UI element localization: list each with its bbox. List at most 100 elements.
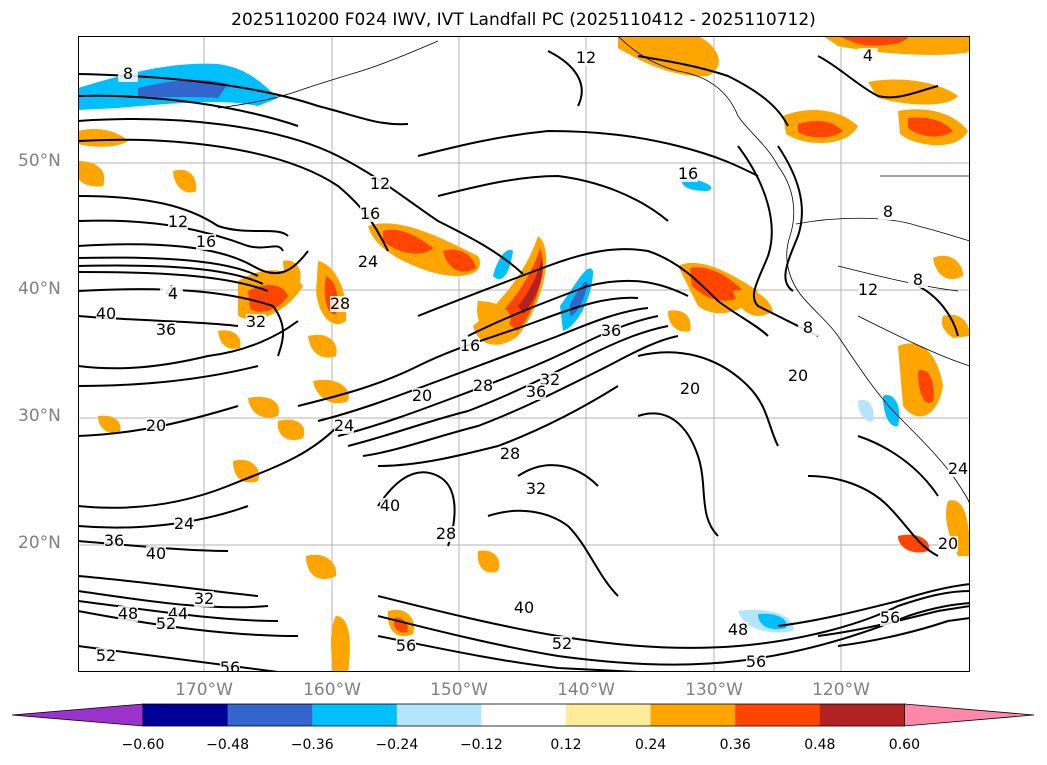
coastline <box>217 40 439 109</box>
contour-line <box>517 464 599 487</box>
colorbar-segment <box>396 704 482 726</box>
contour-line <box>547 50 583 107</box>
colorbar-tick-label: −0.24 <box>375 737 419 753</box>
contour-label: 4 <box>168 284 178 303</box>
contour-line <box>377 385 619 467</box>
contour-label-background <box>552 636 572 652</box>
contour-label: 56 <box>880 608 900 627</box>
lon-label-150w: 150°W <box>430 680 488 700</box>
contour-line <box>78 365 259 387</box>
contour-label-background <box>370 176 390 192</box>
positive-pc-region <box>838 36 908 46</box>
contour-label: 24 <box>358 252 378 271</box>
lat-label-40n: 40°N <box>18 279 61 299</box>
positive-pc-region <box>383 229 433 254</box>
contour-label: 12 <box>576 48 596 67</box>
contour-label: 40 <box>514 598 534 617</box>
contour-label: 56 <box>220 658 240 672</box>
positive-pc-region <box>313 379 349 404</box>
contour-line <box>637 351 779 447</box>
contour-label-background <box>146 418 166 434</box>
contour-label: 48 <box>728 620 748 639</box>
contour-label: 36 <box>601 321 621 340</box>
contour-label: 52 <box>96 646 116 665</box>
shaded-pc-field <box>78 36 970 672</box>
contour-label: 28 <box>330 294 350 313</box>
contour-line <box>637 412 719 537</box>
contour-label-background <box>360 206 380 222</box>
contour-label-background <box>858 48 878 64</box>
positive-pc-region <box>908 117 953 137</box>
contour-line <box>78 590 269 609</box>
contour-label-background <box>514 600 534 616</box>
contour-line <box>78 219 284 252</box>
contour-line <box>78 195 289 237</box>
contour-label: 32 <box>194 589 214 608</box>
contour-label: 8 <box>803 318 813 337</box>
colorbar-segment <box>312 704 398 726</box>
contour-label-background <box>601 323 621 339</box>
positive-pc-region <box>331 616 350 672</box>
positive-pc-region <box>668 310 691 332</box>
contour-label-background <box>96 648 116 664</box>
contour-label-background <box>163 286 183 302</box>
contour-line <box>917 285 959 337</box>
contour-line <box>78 505 249 529</box>
positive-pc-region <box>248 284 288 312</box>
positive-pc-region <box>477 301 511 331</box>
colorbar-tick-label: −0.48 <box>206 737 250 753</box>
colorbar-extend-high <box>904 703 1035 727</box>
contour-label: 40 <box>146 544 166 563</box>
coastlines <box>217 36 970 507</box>
contour-label-background <box>96 306 116 322</box>
positive-pc-region <box>98 415 121 434</box>
contour-label: 16 <box>678 164 698 183</box>
positive-pc-region <box>306 554 337 580</box>
contour-line <box>437 174 669 222</box>
contour-labels: 8 12 4 12 16 12 16 4 40 36 32 28 24 16 20 24 28 36 32 36 20 2… <box>96 46 968 672</box>
contour-label-background <box>168 214 188 230</box>
contour-line <box>737 145 819 337</box>
contour-label: 8 <box>883 202 893 221</box>
contour-label-background <box>880 610 900 626</box>
lon-label-170w: 170°W <box>175 680 233 700</box>
colorbar-extend-low <box>11 703 144 727</box>
positive-pc-region <box>518 258 543 314</box>
contour-label: 56 <box>396 636 416 655</box>
contour-label-background <box>156 322 176 338</box>
positive-pc-region <box>868 79 958 105</box>
positive-pc-region <box>277 419 305 441</box>
contour-label: 28 <box>500 444 520 463</box>
contour-label: 24 <box>334 416 354 435</box>
contour-line <box>467 279 689 337</box>
contour-label-background <box>908 272 928 288</box>
contour-label-background <box>118 66 138 82</box>
contour-label-background <box>500 446 520 462</box>
positive-pc-region <box>78 161 105 187</box>
coastline <box>857 315 970 367</box>
positive-pc-region <box>173 169 197 193</box>
coastline <box>837 265 959 292</box>
map-plot-area: 8 12 4 12 16 12 16 4 40 36 32 28 24 16 20 24 28 36 32 36 20 2… <box>78 36 970 672</box>
contour-label-background <box>728 622 748 638</box>
contour-label: 36 <box>104 531 124 550</box>
contour-line <box>837 617 970 647</box>
contour-label: 20 <box>146 416 166 435</box>
contour-label-background <box>104 533 124 549</box>
contour-label-background <box>878 204 898 220</box>
contour-label: 16 <box>460 336 480 355</box>
contour-line <box>417 248 769 337</box>
positive-pc-region <box>443 249 476 272</box>
map-title: 2025110200 F024 IWV, IVT Landfall PC (20… <box>231 10 816 30</box>
contour-label-background <box>396 638 416 654</box>
contour-label-background <box>526 384 546 400</box>
positive-pc-region <box>218 330 241 349</box>
contour-label-background <box>194 591 214 607</box>
contour-line <box>78 118 524 275</box>
colorbar-tick-label: 0.12 <box>550 737 582 753</box>
contour-label-background <box>678 166 698 182</box>
positive-pc-region <box>498 248 543 331</box>
contour-label: 40 <box>96 304 116 323</box>
contour-label-background <box>436 526 456 542</box>
positive-pc-region <box>308 334 337 358</box>
